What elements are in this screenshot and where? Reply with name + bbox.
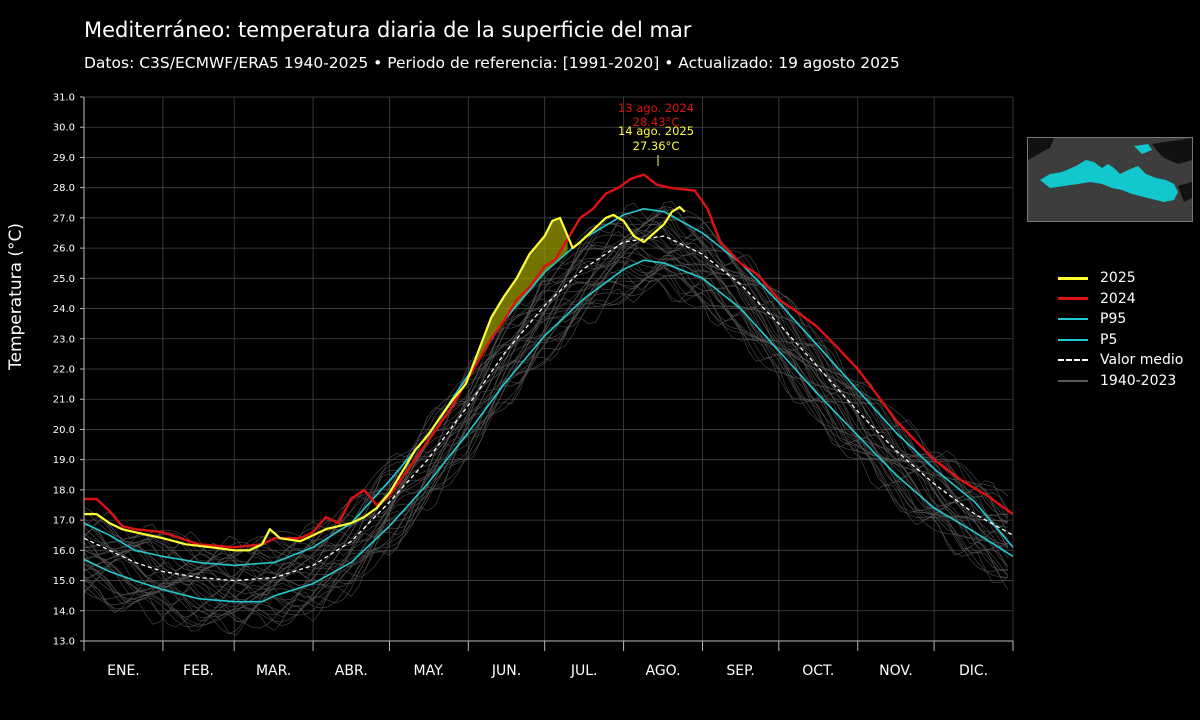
history-year-line [83, 234, 1008, 591]
legend-swatch [1058, 318, 1088, 321]
month-label: MAR. [256, 663, 291, 679]
month-label: SEP. [726, 663, 754, 679]
legend-swatch [1058, 338, 1088, 341]
legend-label: P95 [1100, 311, 1127, 328]
legend-label: 1940-2023 [1100, 372, 1177, 389]
history-year-line [83, 232, 1009, 588]
series-line-2025 [84, 205, 686, 552]
history-year-line [83, 206, 1009, 565]
history-year-line [83, 221, 1009, 580]
y-tick-label: 31.0 [53, 93, 75, 104]
y-tick-label: 22.0 [53, 365, 75, 376]
legend-label: 2024 [1100, 290, 1136, 307]
month-label: JUL. [570, 663, 598, 679]
history-year-line [83, 243, 1009, 598]
history-year-line [83, 252, 1009, 607]
y-tick-label: 27.0 [53, 213, 75, 224]
grid-layer [83, 96, 1014, 642]
legend-item: 2024 [1058, 289, 1183, 310]
legend-swatch [1058, 379, 1088, 382]
history-year-line [83, 230, 1009, 586]
legend-item: Valor medio [1058, 350, 1183, 371]
y-tick-label: 23.0 [53, 334, 75, 345]
y-tick-label: 18.0 [53, 485, 75, 496]
month-label: AGO. [645, 663, 680, 679]
month-label: OCT. [802, 663, 834, 679]
history-year-line [83, 209, 1009, 559]
y-tick-label: 15.0 [53, 576, 75, 587]
history-year-line [83, 205, 1008, 562]
y-tick-label: 25.0 [53, 274, 75, 285]
history-year-line [83, 224, 1008, 580]
month-label: JUN. [491, 663, 521, 679]
y-tick-label: 13.0 [53, 637, 75, 648]
y-tick-label: 19.0 [53, 455, 75, 466]
month-label: ENE. [107, 663, 140, 679]
history-year-line [83, 238, 1009, 594]
peak-annotation-text: 14 ago. 2025 [618, 124, 694, 138]
legend-label: Valor medio [1100, 352, 1184, 369]
series-line-p95 [83, 208, 1014, 567]
history-year-line [83, 247, 1009, 601]
legend-item: P95 [1058, 309, 1183, 330]
month-label: FEB. [183, 663, 214, 679]
chart-subtitle: Datos: C3S/ECMWF/ERA5 1940-2025 • Period… [84, 54, 900, 72]
legend-swatch [1058, 297, 1088, 301]
history-year-line [83, 245, 1009, 599]
history-year-line [83, 274, 1008, 627]
month-label: MAY. [414, 663, 445, 679]
peak-annotation-text: 13 ago. 2024 [618, 101, 694, 115]
y-tick-label: 14.0 [53, 606, 75, 617]
y-tick-label: 20.0 [53, 425, 75, 436]
history-year-line [83, 264, 1009, 616]
y-tick-label: 16.0 [53, 546, 75, 557]
y-tick-label: 17.0 [53, 516, 75, 527]
peak-annotation-text: 28.43°C [633, 115, 680, 129]
month-label: DIC. [959, 663, 988, 679]
history-year-line [83, 263, 1009, 622]
series-line-valor-medio [83, 235, 1014, 582]
y-tick-label: 29.0 [53, 153, 75, 164]
history-year-line [83, 276, 1009, 635]
y-tick-label: 30.0 [53, 123, 75, 134]
legend-label: 2025 [1100, 270, 1136, 287]
legend-swatch [1058, 359, 1088, 362]
series-line-p5 [83, 259, 1014, 603]
peak-annotation-text: 27.36°C [633, 139, 680, 153]
y-tick-label: 28.0 [53, 183, 75, 194]
y-tick-label: 26.0 [53, 244, 75, 255]
history-year-line [83, 219, 1008, 571]
history-lines [83, 200, 1009, 636]
legend-item: 1940-2023 [1058, 371, 1183, 392]
y-tick-label: 24.0 [53, 304, 75, 315]
month-label: NOV. [879, 663, 912, 679]
history-year-line [83, 219, 1009, 578]
y-tick-label: 21.0 [53, 395, 75, 406]
legend-swatch [1058, 276, 1088, 280]
legend-item: P5 [1058, 330, 1183, 351]
series-line-2024 [84, 173, 1014, 549]
history-year-line [83, 257, 1009, 612]
legend-item: 2025 [1058, 268, 1183, 289]
series-layer [83, 173, 1014, 603]
mediterranean-map-icon [1027, 137, 1193, 222]
axes: 13.0 14.0 15.0 16.0 17.0 18.0 19.0 20.0 21.0 22.0… [53, 93, 1014, 679]
chart-title: Mediterráneo: temperatura diaria de la s… [84, 18, 692, 42]
chart-legend: 2025 2024 P95 P5 Valor medio 1940-2023 [1058, 268, 1183, 391]
legend-label: P5 [1100, 331, 1118, 348]
month-label: ABR. [335, 663, 368, 679]
history-year-line [83, 273, 1008, 629]
